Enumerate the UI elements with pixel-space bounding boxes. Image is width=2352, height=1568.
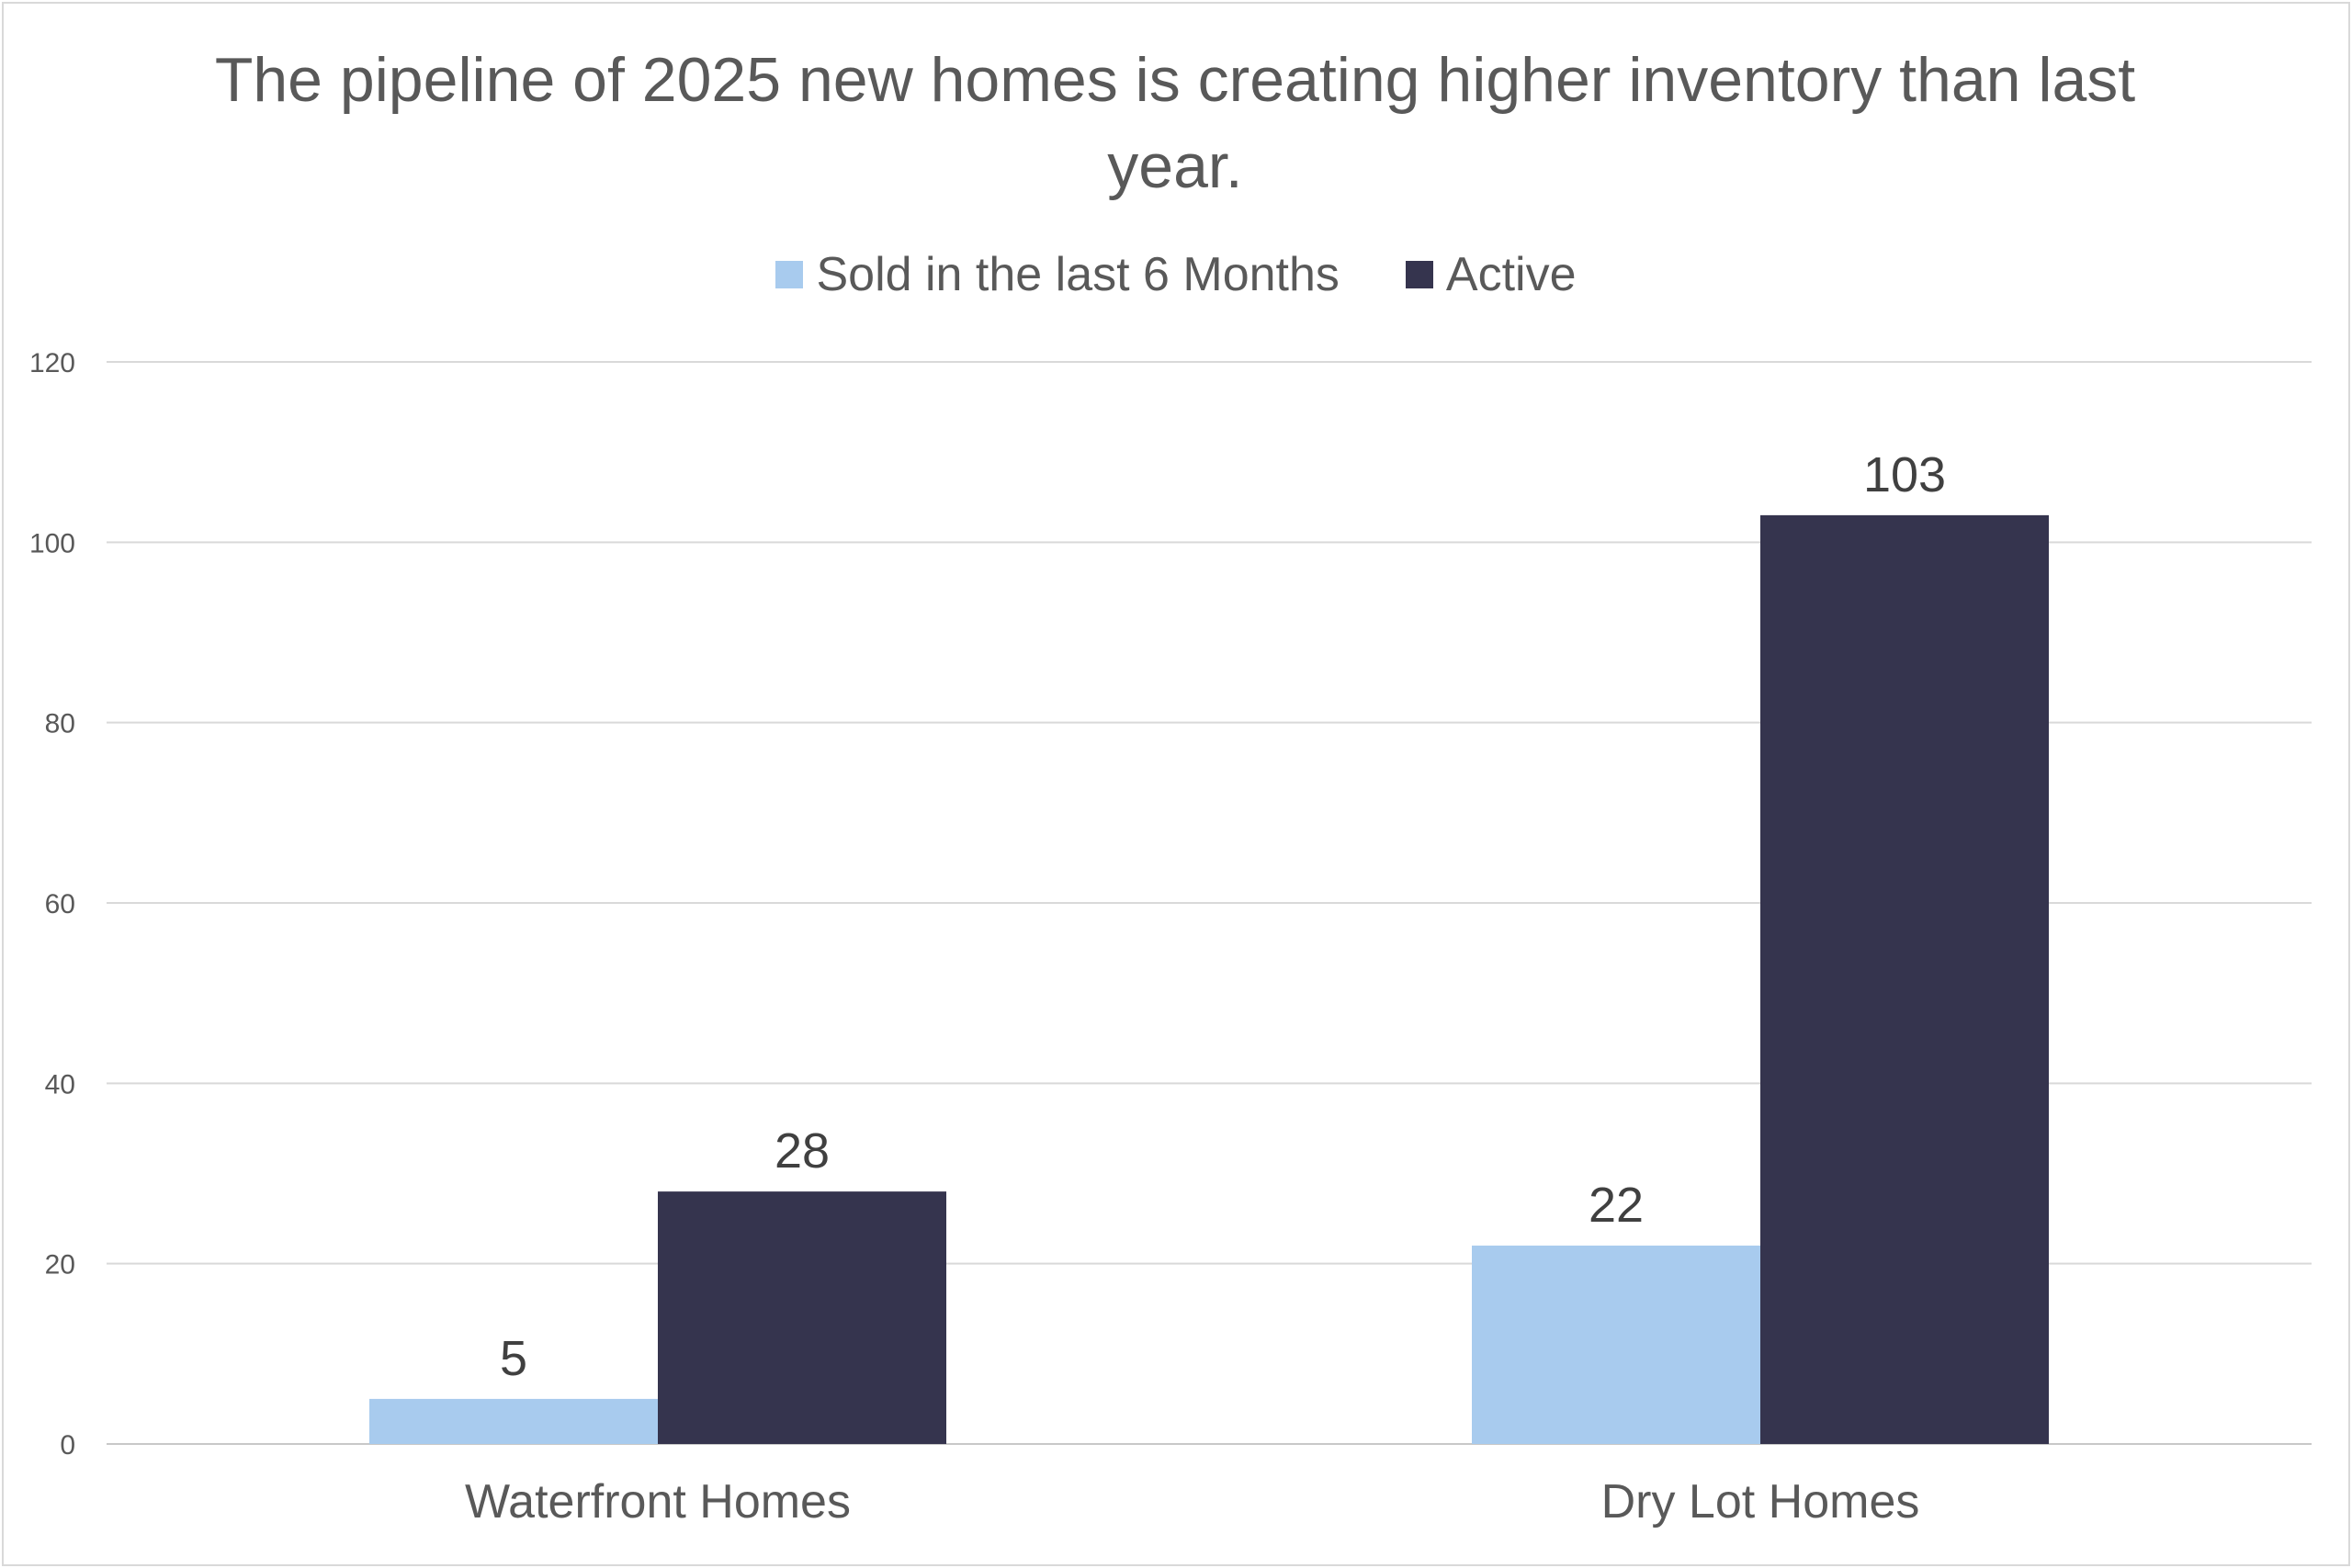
y-tick-label-80: 80: [45, 709, 75, 739]
x-tick-label-0: Waterfront Homes: [465, 1475, 851, 1529]
legend-label-sold: Sold in the last 6 Months: [816, 248, 1340, 301]
legend-swatch-active: [1405, 261, 1433, 288]
bar-0-1: [658, 1191, 946, 1444]
y-tick-label-0: 0: [60, 1430, 75, 1461]
legend-swatch-sold: [775, 261, 804, 288]
legend-item-active: Active: [1405, 247, 1577, 302]
data-label-0-0: 5: [500, 1331, 527, 1386]
data-label-1-0: 22: [1589, 1178, 1644, 1233]
y-tick-label-20: 20: [45, 1250, 75, 1280]
y-tick-label-100: 100: [29, 528, 75, 558]
legend-item-sold: Sold in the last 6 Months: [775, 247, 1340, 302]
bar-0-0: [369, 1398, 658, 1444]
plot-area: 0 20 40 60 80 100 120 5 28 Waterfront Homes 22 103 D…: [29, 348, 2312, 1529]
y-tick-label-40: 40: [45, 1069, 75, 1100]
y-tick-label-60: 60: [45, 889, 75, 919]
chart-title: The pipeline of 2025 new homes is creati…: [214, 45, 2136, 201]
data-label-1-1: 103: [1863, 447, 1946, 502]
bar-1-0: [1472, 1246, 1760, 1444]
chart-legend: Sold in the last 6 Months Active: [4, 247, 2348, 302]
y-tick-label-120: 120: [29, 348, 75, 378]
legend-label-active: Active: [1445, 248, 1577, 301]
data-label-0-1: 28: [775, 1123, 830, 1179]
bar-1-1: [1760, 514, 2049, 1444]
x-tick-label-1: Dry Lot Homes: [1601, 1475, 1920, 1529]
